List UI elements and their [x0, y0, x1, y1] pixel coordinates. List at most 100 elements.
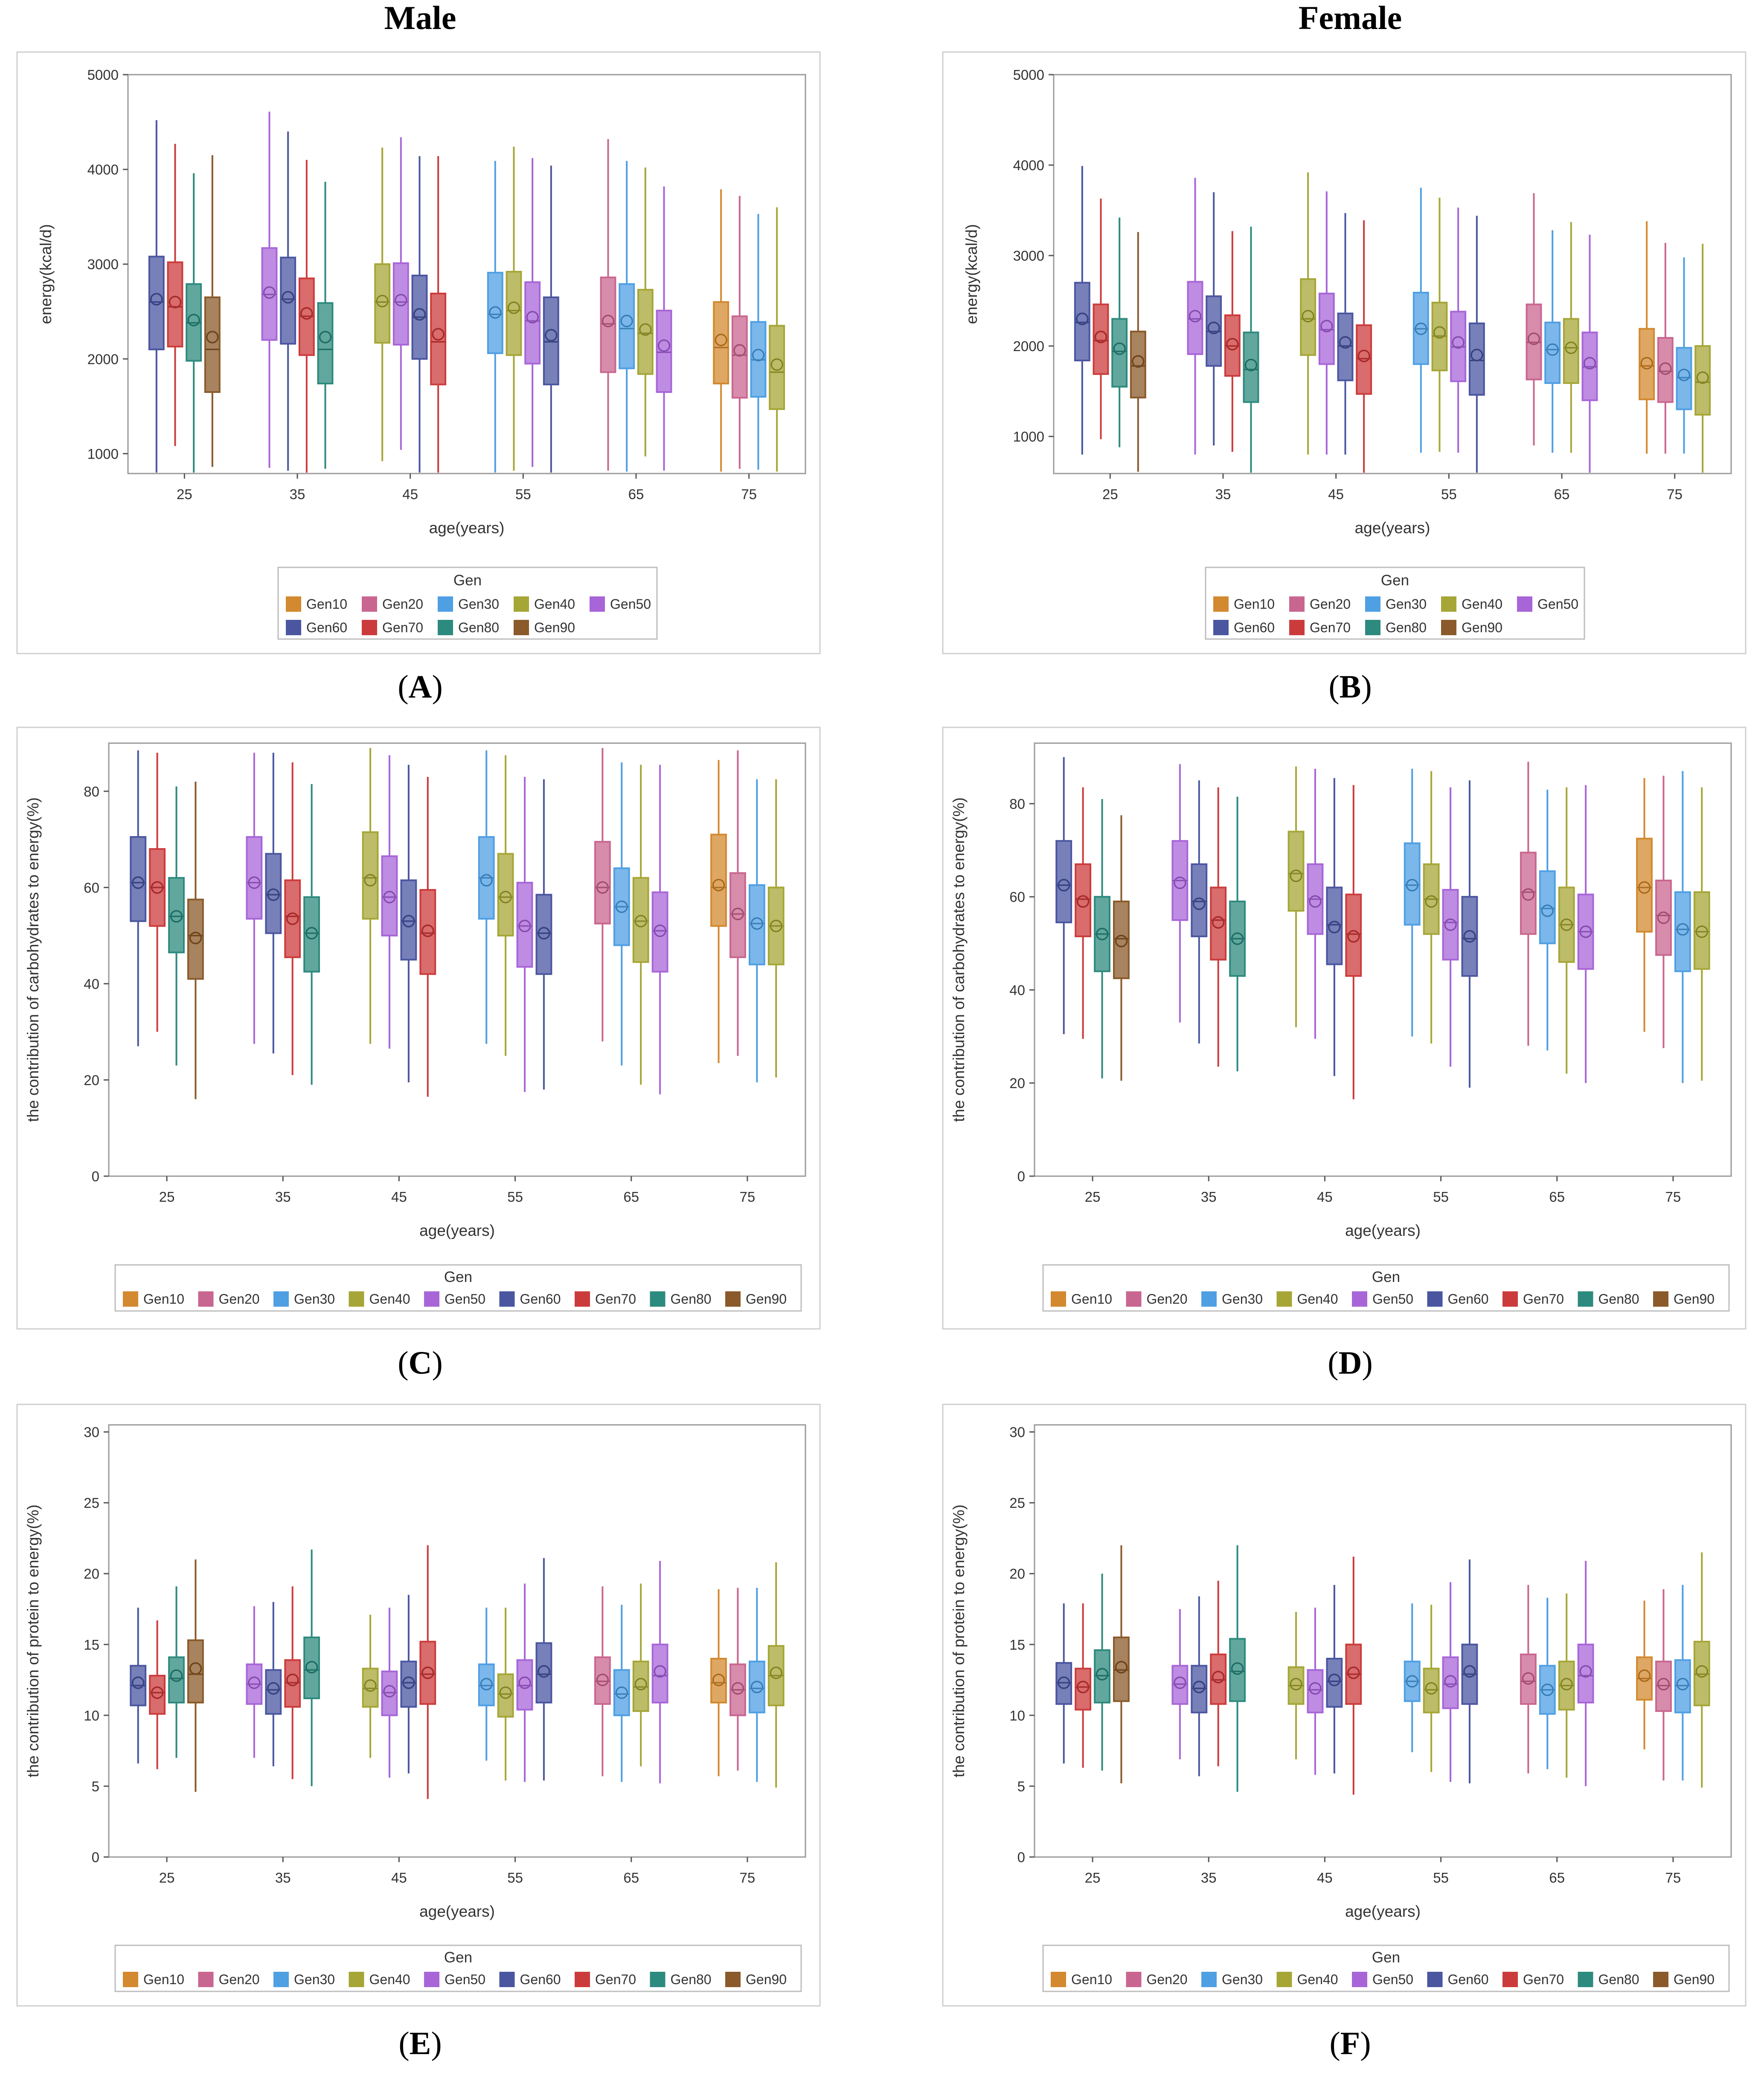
legend-title: Gen — [444, 1949, 472, 1966]
y-tick-label: 5000 — [1013, 67, 1044, 83]
mean-marker — [1057, 1676, 1070, 1689]
mean-marker-shade — [1638, 881, 1651, 894]
y-tick-label: 60 — [1009, 889, 1025, 905]
legend: Gen Gen10 Gen20 Gen30 Gen40 Gen50 Gen60 Gen70 Ge… — [114, 1944, 802, 1992]
mean-marker-shade — [1096, 928, 1108, 940]
legend-label-gen70: Gen70 — [595, 1291, 636, 1307]
mean-marker-shade — [267, 889, 279, 901]
y-tick-label: 1000 — [1013, 429, 1044, 445]
y-tick-label: 1000 — [87, 446, 119, 462]
box-gen30-age-55 — [478, 1607, 495, 1761]
box-gen70-age-35 — [1224, 231, 1241, 452]
mean-marker — [712, 1673, 725, 1686]
mean-marker — [150, 293, 163, 306]
box-gen60-age-45 — [411, 156, 428, 473]
mean-marker — [507, 301, 520, 314]
mean-marker — [1347, 930, 1360, 943]
box-gen80-age-25 — [168, 1586, 185, 1758]
panel-label-a: (A) — [398, 669, 443, 705]
mean-marker — [1173, 1676, 1186, 1689]
mean-marker-shade — [1189, 310, 1201, 323]
y-tick-label: 40 — [1009, 982, 1025, 998]
y-axis-label: the contribution of carbohydrates to ene… — [24, 797, 42, 1122]
panel-e: 0 5 10 15 20 25 30 25 35 45 55 65 75 age(years) the co… — [16, 1404, 821, 2061]
legend: Gen Gen10 Gen20 Gen30 Gen40 Gen50 Gen60 Gen70 Ge… — [114, 1264, 802, 1312]
box-gen40-age-75 — [767, 779, 785, 1078]
mean-marker-shade — [1697, 372, 1709, 384]
mean-marker — [1541, 904, 1554, 917]
box-gen70-age-45 — [419, 1545, 436, 1799]
x-tick-label: 55 — [1433, 1189, 1449, 1205]
box-gen10-age-75 — [1636, 1600, 1653, 1750]
mean-marker — [596, 1673, 609, 1686]
mean-marker-shade — [1320, 320, 1333, 332]
mean-marker — [752, 349, 765, 362]
x-tick-label: 35 — [1201, 1870, 1217, 1886]
box-gen30-age-55 — [487, 161, 503, 473]
box-gen70-age-35 — [1210, 1581, 1227, 1767]
mean-marker-shade — [1463, 930, 1476, 942]
legend-label-gen70: Gen70 — [1310, 620, 1351, 635]
box-gen70-age-35 — [298, 160, 315, 473]
mean-marker — [394, 294, 407, 307]
mean-marker-shade — [1425, 1682, 1438, 1694]
mean-marker — [615, 1686, 628, 1699]
mean-marker — [526, 311, 539, 324]
mean-marker — [1131, 355, 1145, 368]
mean-marker-shade — [248, 877, 260, 889]
mean-marker-shade — [538, 1665, 550, 1677]
box-gen90-age-25 — [1113, 1545, 1130, 1784]
x-tick-label: 65 — [623, 1189, 639, 1205]
x-tick-label: 65 — [1549, 1870, 1565, 1886]
box-gen40-age-75 — [1693, 1552, 1710, 1788]
legend-swatch-gen50 — [424, 1291, 439, 1307]
mean-marker — [1546, 343, 1559, 356]
mean-marker — [1290, 869, 1303, 883]
x-tick-label: 65 — [628, 486, 644, 502]
box-gen90-age-25 — [204, 155, 221, 467]
panel-label-b: (B) — [1328, 669, 1372, 705]
mean-marker-shade — [206, 331, 218, 343]
mean-marker — [376, 294, 389, 308]
legend-title: Gen — [1372, 1949, 1400, 1966]
legend-swatch-gen60 — [1427, 1291, 1443, 1307]
mean-marker-shade — [1347, 1667, 1360, 1679]
mean-marker-shade — [519, 1677, 531, 1689]
box-gen40-age-65 — [1558, 1593, 1575, 1778]
mean-marker — [247, 1676, 261, 1689]
y-tick-label: 3000 — [1013, 248, 1044, 264]
mean-marker — [151, 881, 164, 894]
mean-marker-shade — [712, 879, 725, 891]
legend-label-gen20: Gen20 — [382, 596, 423, 612]
legend-swatch-gen20 — [1126, 1291, 1142, 1307]
legend-swatch-gen80 — [650, 1291, 665, 1307]
legend-label-gen70: Gen70 — [1523, 1291, 1564, 1307]
legend-label-gen70: Gen70 — [382, 620, 423, 635]
x-tick-label: 25 — [177, 486, 192, 502]
iqr-box — [1111, 318, 1128, 388]
mean-marker — [731, 1682, 744, 1695]
legend-label-gen60: Gen60 — [520, 1291, 561, 1307]
mean-marker — [1231, 932, 1244, 945]
mean-marker-shade — [1174, 877, 1186, 889]
y-axis-label: energy(kcal/d) — [963, 224, 980, 324]
mean-marker-shade — [1208, 322, 1220, 334]
x-tick-label: 35 — [1201, 1189, 1217, 1205]
box-gen80-age-25 — [1111, 217, 1128, 448]
mean-marker — [170, 910, 183, 923]
box-gen30-age-65 — [613, 762, 630, 1066]
mean-marker — [1657, 911, 1670, 924]
mean-marker — [413, 308, 426, 321]
mean-marker-shade — [538, 927, 550, 939]
mean-marker-shade — [1677, 1678, 1689, 1690]
legend-swatch-gen20 — [198, 1972, 214, 1987]
legend-label-gen60: Gen60 — [306, 620, 347, 635]
mean-marker-shade — [639, 323, 651, 336]
box-gen40-age-75 — [769, 207, 785, 472]
mean-marker — [1452, 336, 1465, 349]
mean-marker — [300, 307, 313, 320]
mean-marker — [488, 306, 502, 319]
y-tick-label: 60 — [84, 880, 99, 895]
mean-marker-shade — [395, 294, 407, 306]
legend-swatch-gen90 — [1653, 1972, 1668, 1987]
